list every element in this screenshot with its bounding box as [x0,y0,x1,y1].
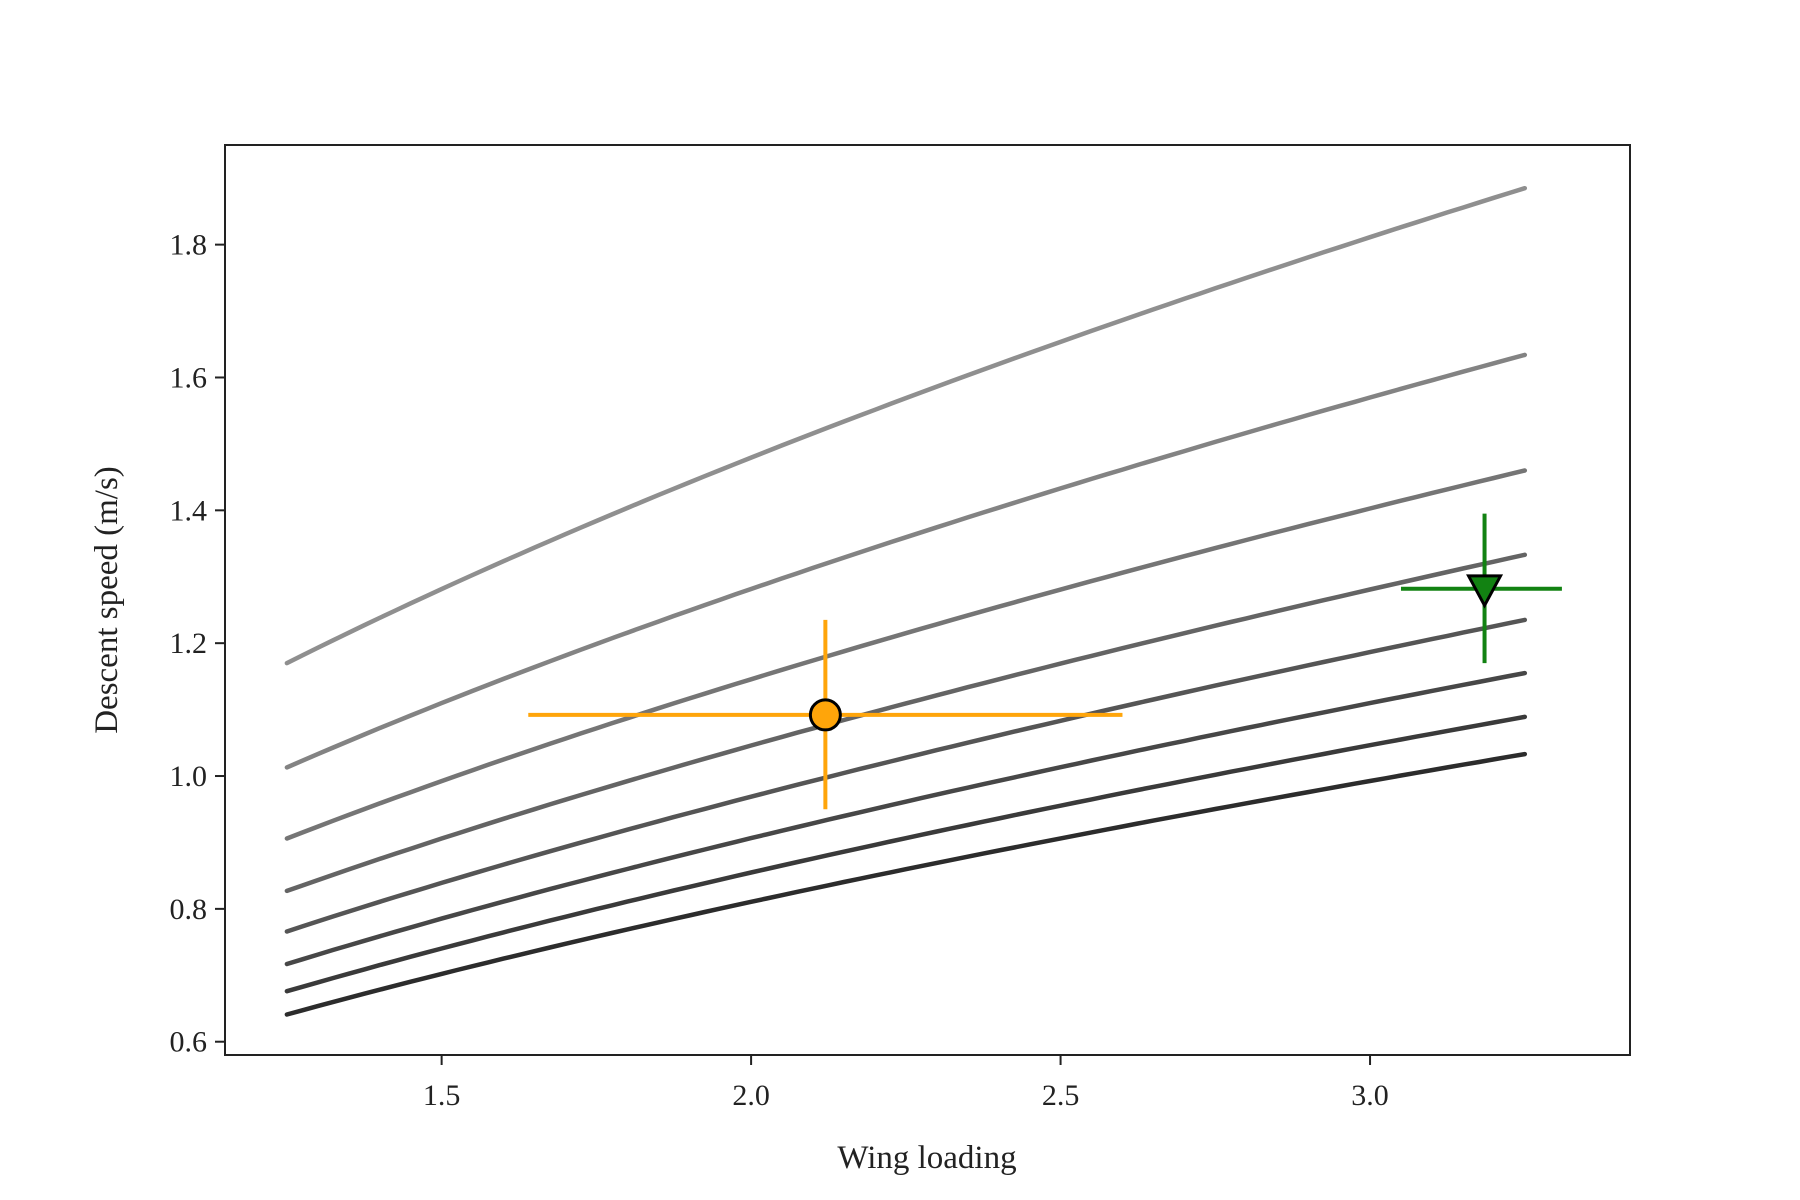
points-group [528,513,1562,810]
x-axis-label: Wing loading [837,1140,1016,1176]
curve-4 [284,552,1528,894]
y-tick-label: 1.8 [170,229,208,262]
data-point-2 [1400,513,1562,664]
y-tick-label: 0.8 [170,893,208,926]
y-axis-label: Descent speed (m/s) [89,466,125,734]
curve-1 [284,185,1528,666]
curve-3 [284,468,1528,841]
x-tick-label: 2.0 [732,1079,770,1112]
y-tick-label: 1.4 [170,494,208,527]
y-tick-label: 1.2 [170,627,208,660]
y-tick-label: 0.6 [170,1026,208,1059]
x-tick-label: 3.0 [1351,1079,1389,1112]
curve-7 [284,714,1528,994]
x-tick-label: 2.5 [1042,1079,1080,1112]
curves-group [284,185,1528,1017]
x-tick-label: 1.5 [423,1079,461,1112]
y-axis: 0.6 0.8 1.0 1.2 1.4 1.6 1.8 [170,229,225,1059]
curve-8 [284,751,1528,1017]
x-axis: 1.5 2.0 2.5 3.0 [423,1055,1389,1112]
plot-area [225,145,1630,1055]
data-point-1 [528,619,1123,810]
y-tick-label: 1.0 [170,760,208,793]
y-tick-label: 1.6 [170,361,208,394]
circle-marker [808,698,842,732]
curve-2 [284,352,1528,770]
curve-5 [284,617,1528,934]
plot-frame [224,144,1631,1056]
triangle-marker [1466,574,1504,609]
curve-6 [284,670,1528,967]
